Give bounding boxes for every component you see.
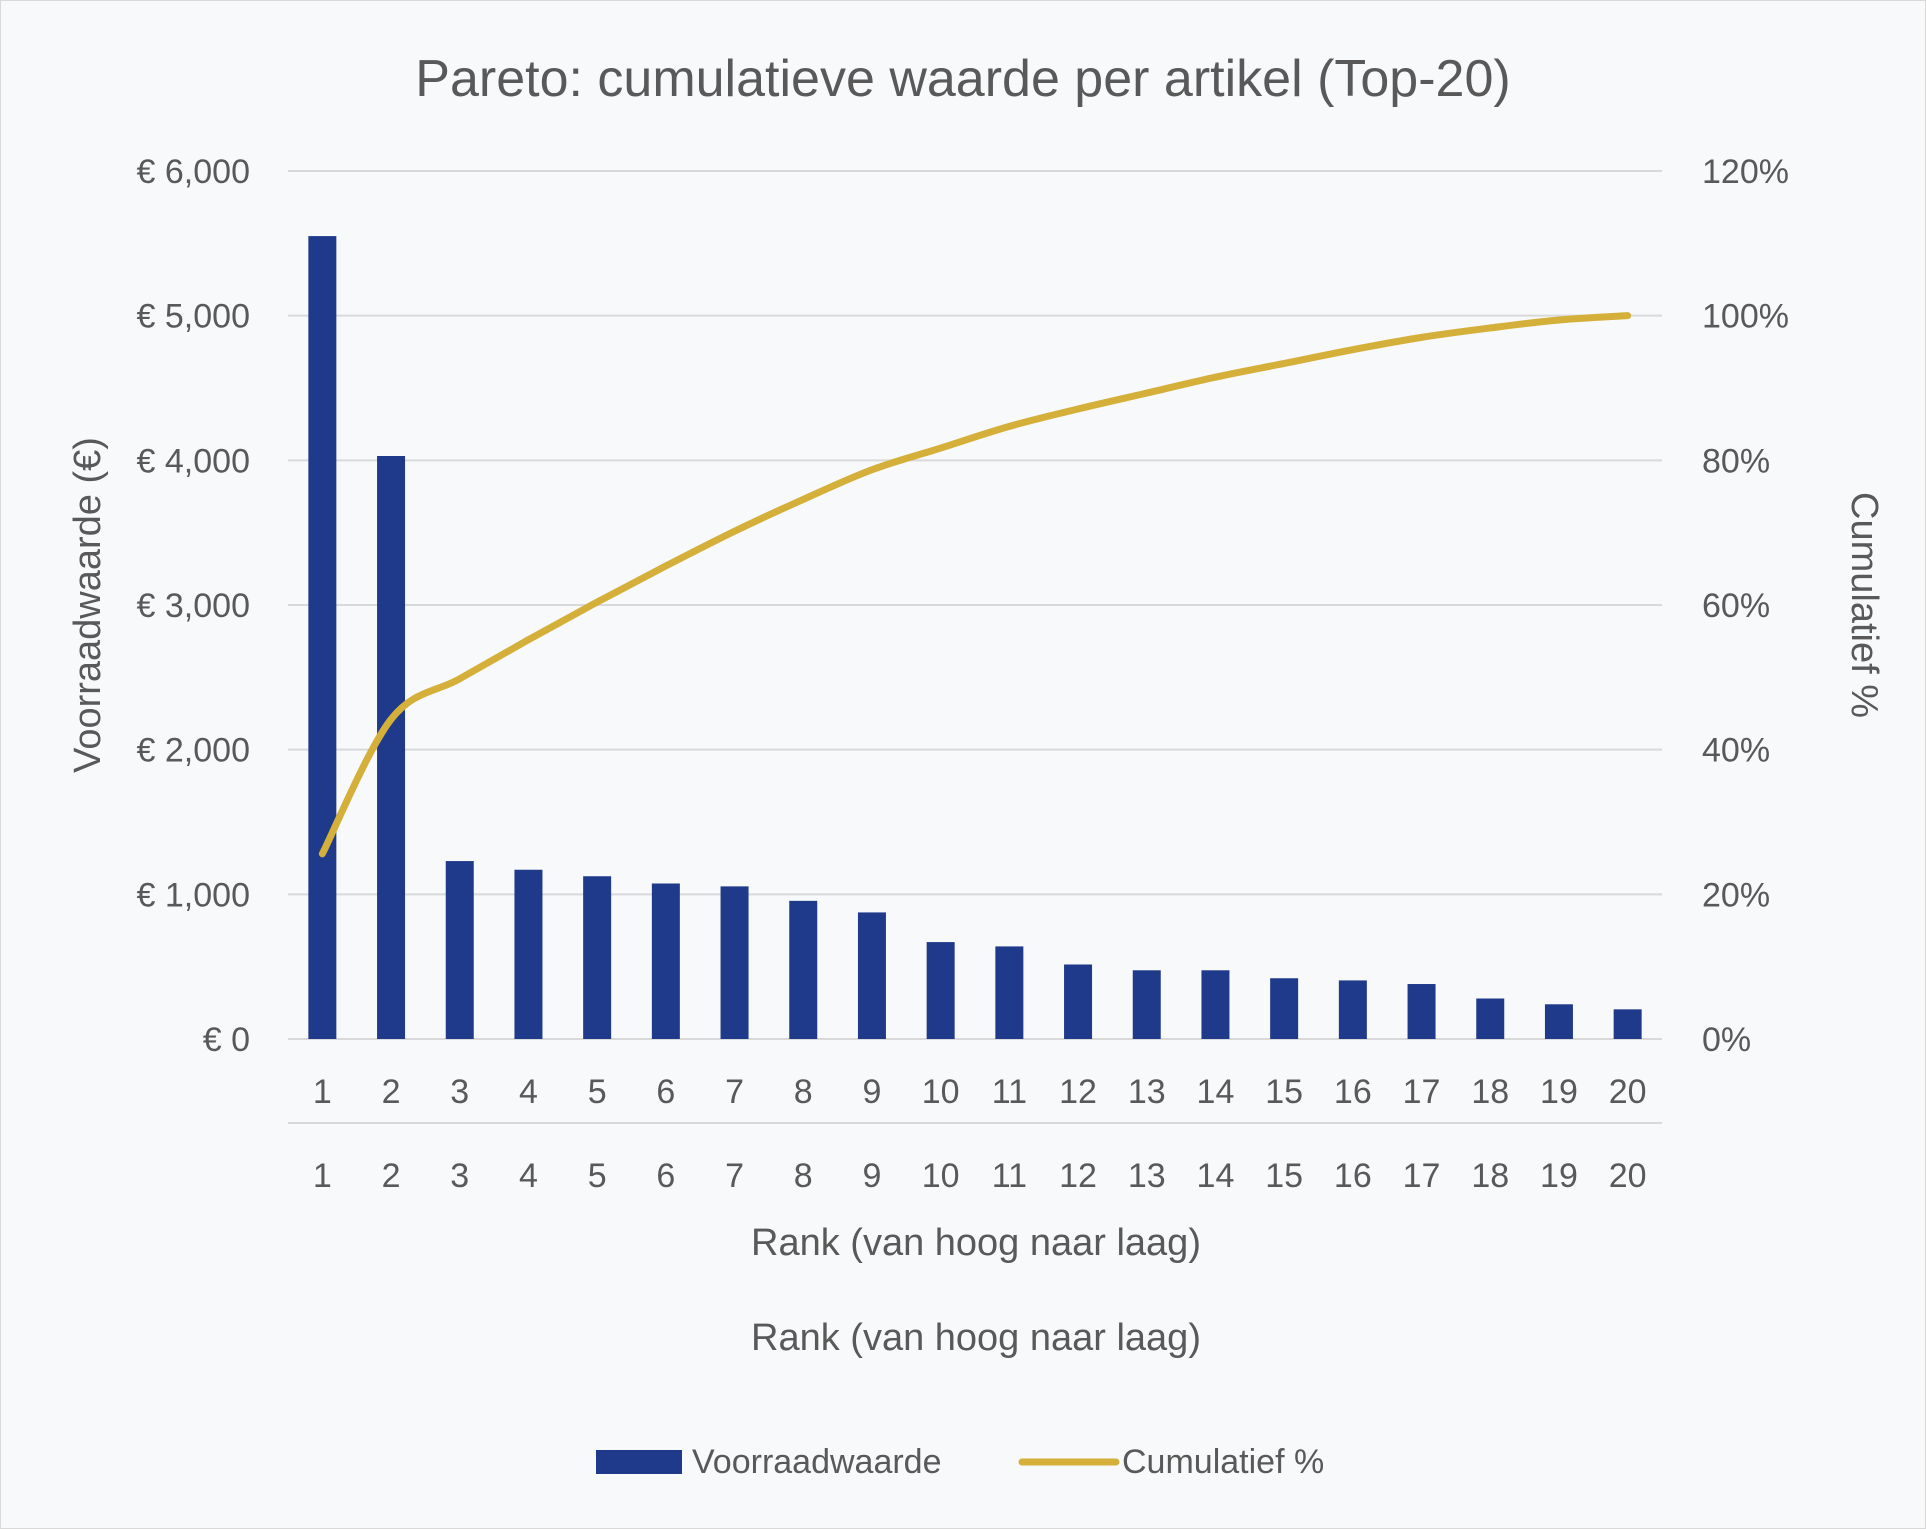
left-axis-title: Voorraadwaarde (€) (67, 437, 109, 773)
x-tick-label-secondary: 7 (725, 1157, 744, 1195)
bar (308, 236, 337, 1040)
cumulative-line (318, 312, 1632, 858)
right-tick-label: 60% (1702, 587, 1770, 625)
x-tick-label-secondary: 1 (313, 1157, 332, 1195)
cumulative-line-path (318, 312, 1632, 858)
x-tick-label-secondary: 4 (519, 1157, 538, 1195)
x-tick-label: 13 (1128, 1073, 1166, 1111)
bar (583, 876, 612, 1039)
right-axis-title: Cumulatief % (1843, 492, 1885, 718)
bar (1270, 978, 1299, 1039)
right-tick-label: 20% (1702, 876, 1770, 914)
x-tick-label: 12 (1059, 1073, 1097, 1111)
x-axis-ticks-secondary: 1 2 3 4 5 6 7 8 9 10 11 12 13 14 15 16 17 18 19 20 (313, 1157, 1647, 1195)
x-tick-label: 6 (656, 1073, 675, 1111)
left-tick-label: € 1,000 (137, 876, 250, 914)
bar (1407, 984, 1436, 1039)
right-tick-label: 100% (1702, 298, 1789, 336)
x-tick-label: 19 (1540, 1073, 1578, 1111)
legend-swatch-bar (596, 1450, 682, 1474)
left-tick-label: € 0 (203, 1021, 250, 1059)
left-tick-label: € 2,000 (137, 732, 250, 770)
left-axis-ticks: € 0 € 1,000 € 2,000 € 3,000 € 4,000 € 5,000 € … (137, 153, 250, 1059)
x-tick-label-secondary: 16 (1334, 1157, 1372, 1195)
right-tick-label: 120% (1702, 153, 1789, 191)
x-tick-label: 17 (1403, 1073, 1441, 1111)
bar (514, 869, 543, 1039)
bar (1064, 964, 1093, 1039)
x-tick-label-secondary: 6 (656, 1157, 675, 1195)
x-tick-label: 1 (313, 1073, 332, 1111)
x-tick-label: 20 (1609, 1073, 1647, 1111)
x-tick-label: 18 (1471, 1073, 1509, 1111)
left-tick-label: € 5,000 (137, 298, 250, 336)
x-tick-label: 10 (922, 1073, 960, 1111)
x-tick-label-secondary: 13 (1128, 1157, 1166, 1195)
bar (995, 946, 1024, 1039)
x-tick-label: 2 (382, 1073, 401, 1111)
x-tick-label-secondary: 17 (1403, 1157, 1441, 1195)
bar (926, 942, 955, 1039)
right-axis-ticks: 0% 20% 40% 60% 80% 100% 120% (1702, 153, 1789, 1059)
x-tick-label: 5 (588, 1073, 607, 1111)
left-tick-label: € 6,000 (137, 153, 250, 191)
x-tick-label: 3 (450, 1073, 469, 1111)
legend-label-cumulatief: Cumulatief % (1122, 1443, 1324, 1481)
x-tick-label-secondary: 14 (1197, 1157, 1235, 1195)
bar (377, 455, 406, 1039)
x-tick-label-secondary: 8 (794, 1157, 813, 1195)
bar (1613, 1009, 1642, 1039)
x-tick-label-secondary: 10 (922, 1157, 960, 1195)
bar (789, 900, 818, 1039)
x-axis-title-primary: Rank (van hoog naar laag) (751, 1222, 1201, 1264)
x-tick-label: 16 (1334, 1073, 1372, 1111)
x-tick-label-secondary: 2 (382, 1157, 401, 1195)
x-tick-label-secondary: 18 (1471, 1157, 1509, 1195)
bar (720, 886, 749, 1039)
x-tick-label-secondary: 3 (450, 1157, 469, 1195)
x-tick-label: 7 (725, 1073, 744, 1111)
x-tick-label: 15 (1265, 1073, 1303, 1111)
bar (857, 912, 886, 1039)
left-tick-label: € 3,000 (137, 587, 250, 625)
right-tick-label: 40% (1702, 732, 1770, 770)
chart-title: Pareto: cumulatieve waarde per artikel (… (415, 50, 1510, 108)
right-tick-label: 0% (1702, 1021, 1751, 1059)
x-tick-label: 14 (1197, 1073, 1235, 1111)
x-tick-label: 9 (862, 1073, 881, 1111)
gridlines (288, 170, 1662, 1040)
bar (1338, 980, 1367, 1039)
x-tick-label-secondary: 11 (992, 1157, 1027, 1195)
x-tick-label-secondary: 15 (1265, 1157, 1303, 1195)
x-tick-label-secondary: 20 (1609, 1157, 1647, 1195)
right-tick-label: 80% (1702, 442, 1770, 480)
bar (1132, 970, 1161, 1039)
x-axis-ticks-primary: 1 2 3 4 5 6 7 8 9 10 11 12 13 14 15 16 17 18 19 20 (313, 1073, 1647, 1111)
x-tick-label-secondary: 19 (1540, 1157, 1578, 1195)
x-tick-label: 4 (519, 1073, 538, 1111)
bars (308, 236, 1642, 1040)
legend: Voorraadwaarde Cumulatief % (596, 1443, 1324, 1481)
x-tick-label: 8 (794, 1073, 813, 1111)
bar (1201, 970, 1230, 1039)
bar (1476, 998, 1505, 1039)
legend-label-voorraadwaarde: Voorraadwaarde (692, 1443, 942, 1481)
x-tick-label: 11 (992, 1073, 1027, 1111)
bar (1544, 1004, 1573, 1039)
left-tick-label: € 4,000 (137, 442, 250, 480)
x-tick-label-secondary: 12 (1059, 1157, 1097, 1195)
bar (445, 861, 474, 1039)
x-tick-label-secondary: 5 (588, 1157, 607, 1195)
bar (651, 883, 680, 1039)
x-axis-title-secondary: Rank (van hoog naar laag) (751, 1317, 1201, 1359)
x-tick-label-secondary: 9 (862, 1157, 881, 1195)
